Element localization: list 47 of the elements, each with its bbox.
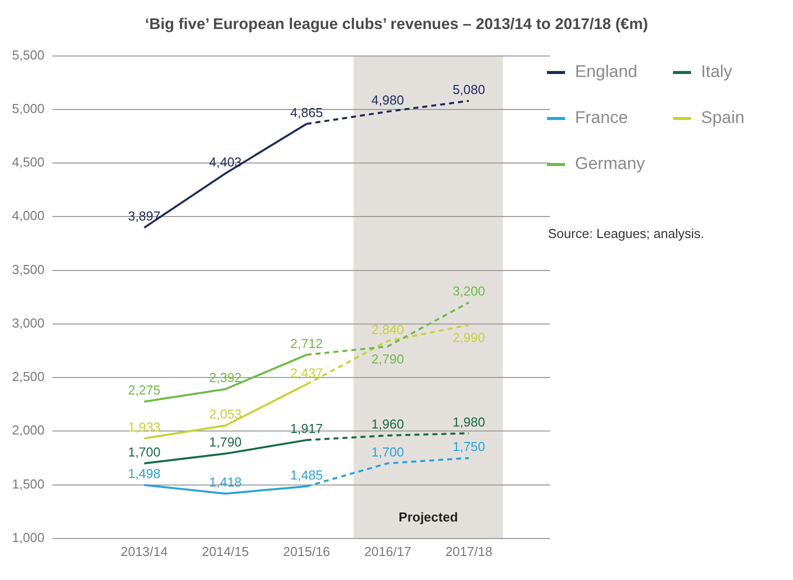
y-tick-label: 5,000 — [12, 101, 45, 116]
x-tick-label: 2017/18 — [445, 544, 492, 559]
data-label: 1,790 — [209, 434, 242, 450]
y-tick-label: 1,000 — [12, 530, 45, 545]
data-label: 1,498 — [128, 466, 161, 481]
data-label: 1,960 — [371, 416, 404, 432]
data-label: 5,080 — [452, 82, 486, 97]
data-label: 4,865 — [290, 104, 323, 120]
y-tick-label: 3,000 — [12, 315, 45, 330]
data-label: 3,897 — [128, 208, 161, 224]
data-label: 2,392 — [209, 370, 242, 386]
legend-label: France — [575, 108, 628, 128]
data-label: 2,437 — [290, 365, 323, 380]
x-tick-label: 2016/17 — [364, 544, 412, 559]
data-label: 1,700 — [128, 444, 161, 460]
data-label: 1,485 — [290, 467, 323, 482]
data-label: 2,275 — [128, 382, 161, 398]
legend-label: Germany — [575, 154, 645, 174]
data-label: 1,418 — [209, 474, 242, 490]
data-label: 1,980 — [452, 414, 486, 430]
x-tick-label: 2013/14 — [120, 544, 168, 559]
legend-label: Spain — [701, 108, 744, 128]
data-label: 2,840 — [371, 322, 404, 338]
data-label: 2,053 — [209, 406, 242, 422]
y-tick-label: 3,500 — [12, 262, 45, 277]
y-tick-label: 2,000 — [12, 422, 45, 438]
data-label: 1,700 — [371, 444, 404, 460]
y-tick-label: 4,000 — [12, 208, 45, 224]
data-label: 4,980 — [371, 92, 404, 108]
chart-title: ‘Big five’ European league clubs’ revenues – 2013/14 to 2017/18 (€m) — [144, 16, 650, 34]
x-tick-label: 2015/16 — [283, 544, 330, 559]
y-tick-label: 2,500 — [12, 369, 45, 384]
y-tick-label: 1,500 — [12, 476, 45, 492]
band-label: Projected — [398, 509, 458, 524]
data-label: 2,712 — [290, 336, 323, 351]
annotation: Source: Leagues; analysis. — [548, 226, 704, 241]
y-tick-label: 4,500 — [12, 154, 45, 170]
data-label: 3,200 — [452, 283, 486, 298]
legend-label: Italy — [701, 62, 732, 82]
data-label: 2,990 — [452, 330, 486, 345]
y-tick-label: 5,500 — [12, 47, 45, 62]
data-label: 2,790 — [371, 351, 404, 366]
data-label: 1,750 — [452, 438, 486, 454]
data-label: 1,933 — [128, 419, 161, 434]
legend-label: England — [575, 62, 638, 82]
data-label: 1,917 — [290, 421, 323, 436]
x-tick-label: 2014/15 — [202, 544, 249, 559]
